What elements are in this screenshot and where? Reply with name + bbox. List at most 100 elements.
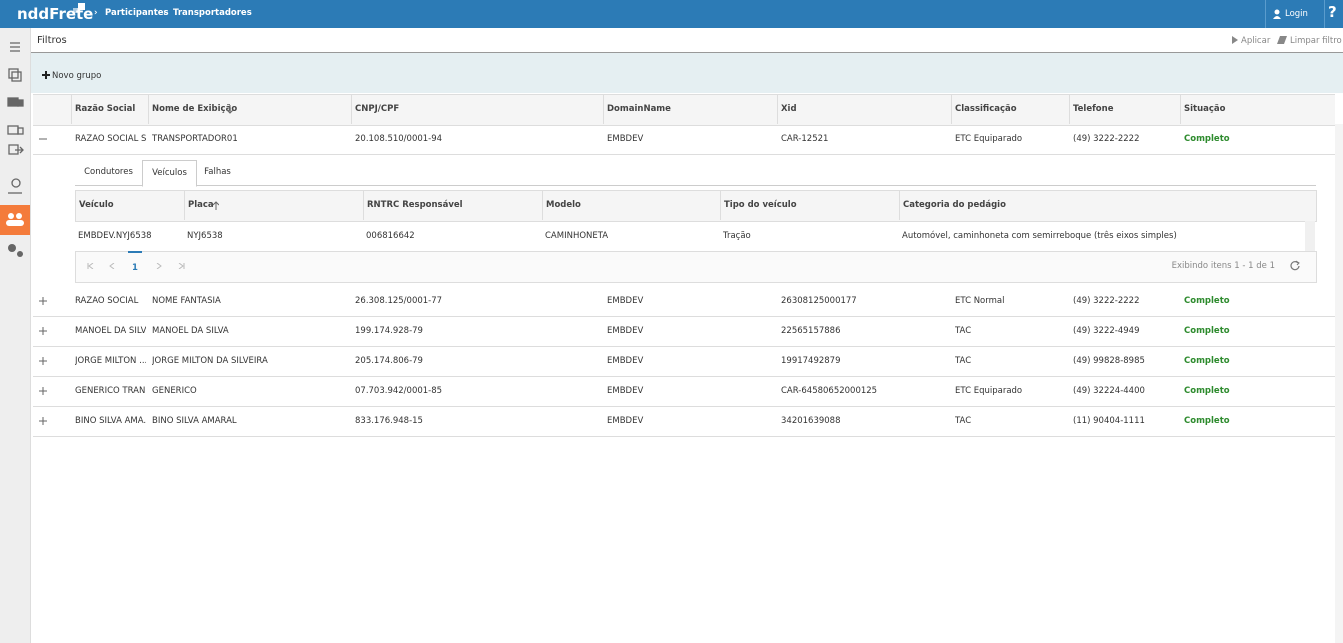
column-header[interactable]: Razão Social	[75, 94, 146, 124]
login-button[interactable]: Login	[1265, 0, 1325, 28]
table-cell: 20.108.510/0001-94	[355, 124, 601, 154]
subtable-cell: Tração	[723, 221, 897, 251]
table-cell: TAC	[955, 346, 1067, 376]
table-cell: Completo	[1184, 124, 1328, 154]
table-cell: TAC	[955, 316, 1067, 346]
table-cell: Completo	[1184, 316, 1328, 346]
pager-info: Exibindo itens 1 - 1 de 1	[1133, 251, 1275, 281]
column-header[interactable]: Xid	[781, 94, 949, 124]
filter-bar: Filtros Aplicar Limpar filtro	[31, 28, 1343, 53]
refresh[interactable]	[1290, 260, 1301, 271]
table-cell: 205.174.806-79	[355, 346, 601, 376]
new-group[interactable]: Novo grupo	[52, 71, 101, 81]
column-header[interactable]: DomainName	[607, 94, 775, 124]
table-cell: Completo	[1184, 286, 1328, 316]
table-cell: (49) 32224-4400	[1073, 376, 1178, 406]
table-cell: Completo	[1184, 346, 1328, 376]
sidebar	[0, 28, 31, 643]
table-cell: TRANSPORTADOR01	[152, 124, 349, 154]
table-cell: 199.174.928-79	[355, 316, 601, 346]
table-cell: 26308125000177	[781, 286, 949, 316]
subtable-cell: NYJ6538	[187, 221, 361, 251]
table-cell: CAR-12521	[781, 124, 949, 154]
clear-filter[interactable]: Limpar filtro	[1290, 36, 1342, 46]
expand-button[interactable]	[39, 297, 47, 305]
collapse-button[interactable]	[39, 135, 47, 143]
expand-button[interactable]	[39, 417, 47, 425]
column-divider	[542, 190, 543, 220]
column-divider	[363, 190, 364, 220]
table-cell: 34201639088	[781, 406, 949, 436]
brand-icon	[73, 3, 85, 15]
expand-button[interactable]	[39, 327, 47, 335]
column-header[interactable]: Veículo	[79, 190, 182, 220]
column-divider	[777, 94, 778, 124]
table-cell: JORGE MILTON ...	[75, 346, 146, 376]
pager-first[interactable]	[87, 263, 94, 269]
pager-next[interactable]	[156, 263, 162, 269]
column-divider	[603, 94, 604, 124]
table-cell: 19917492879	[781, 346, 949, 376]
column-header[interactable]: CNPJ/CPF	[355, 94, 601, 124]
subtable-cell: EMBDEV.NYJ6538	[78, 221, 182, 251]
column-header[interactable]: Modelo	[546, 190, 718, 220]
expand-button[interactable]	[39, 357, 47, 365]
grid-scrollbar	[1335, 124, 1343, 643]
group-area: Novo grupo	[31, 53, 1343, 93]
table-cell: MANOEL DA SILVA	[75, 316, 146, 346]
column-header[interactable]: Situação	[1184, 94, 1328, 124]
column-header[interactable]: RNTRC Responsável	[367, 190, 540, 220]
help[interactable]: ?	[1328, 3, 1337, 21]
column-divider	[951, 94, 952, 124]
tab[interactable]: Veículos	[142, 160, 197, 187]
column-header[interactable]: Nome de Exibição	[152, 94, 349, 124]
column-header[interactable]: Telefone	[1073, 94, 1178, 124]
table-cell: (11) 90404-1111	[1073, 406, 1178, 436]
table-cell: NOME FANTASIA	[152, 286, 349, 316]
column-divider	[720, 190, 721, 220]
table-cell: 07.703.942/0001-85	[355, 376, 601, 406]
login[interactable]: Login	[1285, 9, 1308, 19]
table-cell: ETC Normal	[955, 286, 1067, 316]
tab[interactable]: Condutores	[75, 160, 142, 185]
apply[interactable]: Aplicar	[1241, 36, 1270, 46]
table-cell: (49) 3222-2222	[1073, 124, 1178, 154]
column-divider	[1180, 94, 1181, 124]
table-cell: EMBDEV	[607, 316, 775, 346]
top-bar: nddFrete › Participantes › Transportador…	[0, 0, 1343, 28]
table-cell: Completo	[1184, 406, 1328, 436]
table-cell: EMBDEV	[607, 376, 775, 406]
tab-strip-line	[75, 185, 1316, 186]
table-cell: Completo	[1184, 376, 1328, 406]
pager-last[interactable]	[178, 263, 185, 269]
subtable-cell: Automóvel, caminhoneta com semirreboque …	[902, 221, 1303, 251]
table-cell: 26.308.125/0001-77	[355, 286, 601, 316]
column-divider	[1069, 94, 1070, 124]
table-cell: EMBDEV	[607, 124, 775, 154]
column-divider	[71, 94, 72, 124]
pager-page[interactable]: 1	[128, 251, 142, 283]
table-cell: MANOEL DA SILVA	[152, 316, 349, 346]
breadcrumb[interactable]: Participantes	[105, 8, 169, 18]
pager-prev[interactable]	[109, 263, 115, 269]
sort-desc[interactable]	[227, 105, 233, 114]
expand-button[interactable]	[39, 387, 47, 395]
column-header[interactable]: Tipo do veículo	[724, 190, 897, 220]
tab[interactable]: Falhas	[195, 160, 240, 185]
column-header[interactable]: Classificação	[955, 94, 1067, 124]
table-cell: (49) 99828-8985	[1073, 346, 1178, 376]
table-cell: BINO SILVA AMA...	[75, 406, 146, 436]
column-divider	[148, 94, 149, 124]
table-cell: (49) 3222-2222	[1073, 286, 1178, 316]
table-cell: TAC	[955, 406, 1067, 436]
table-cell: GENERICO TRAN...	[75, 376, 146, 406]
grid: Razão SocialNome de ExibiçãoCNPJ/CPFDoma…	[33, 94, 1343, 643]
sort-asc[interactable]	[213, 201, 219, 211]
table-cell: EMBDEV	[607, 286, 775, 316]
column-header[interactable]: Categoria do pedágio	[903, 190, 1303, 220]
table-cell: GENERICO	[152, 376, 349, 406]
table-cell: (49) 3222-4949	[1073, 316, 1178, 346]
breadcrumb[interactable]: Transportadores	[173, 8, 252, 18]
column-divider	[899, 190, 900, 220]
